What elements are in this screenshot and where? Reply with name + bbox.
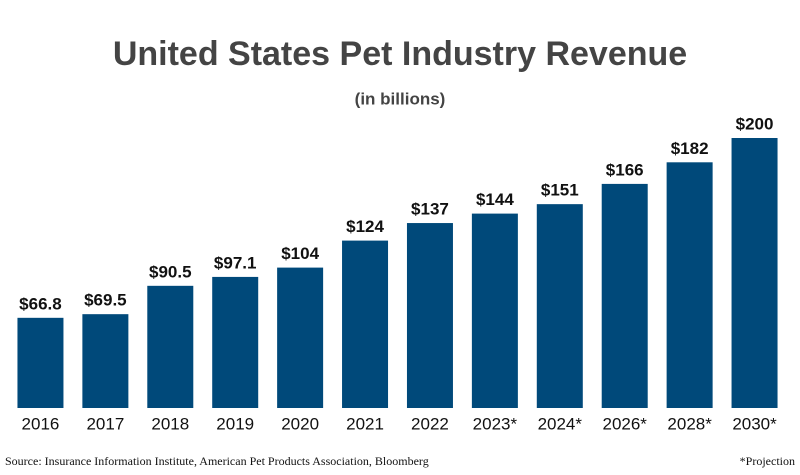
x-tick-label: 2030*: [732, 414, 777, 433]
chart-subtitle: (in billions): [355, 89, 446, 108]
projection-note: *Projection: [740, 454, 795, 468]
value-label: $151: [541, 181, 579, 200]
x-tick-label: 2028*: [667, 414, 712, 433]
value-label: $166: [606, 160, 644, 179]
value-label: $66.8: [19, 294, 62, 313]
x-tick-label: 2020: [281, 414, 319, 433]
bar: [17, 317, 64, 408]
bar: [536, 204, 583, 408]
bar: [471, 213, 518, 408]
value-label: $104: [281, 244, 319, 263]
value-label: $144: [476, 190, 514, 209]
value-label: $69.5: [84, 291, 127, 310]
bar: [731, 138, 778, 408]
value-label: $124: [346, 217, 384, 236]
x-tick-label: 2024*: [538, 414, 583, 433]
bar: [277, 267, 324, 408]
bar: [212, 276, 259, 408]
value-label: $90.5: [149, 262, 192, 281]
x-tick-label: 2017: [86, 414, 124, 433]
bar: [406, 223, 453, 408]
bar: [147, 285, 194, 408]
x-tick-label: 2016: [22, 414, 60, 433]
value-label: $97.1: [214, 253, 257, 272]
value-label: $182: [671, 139, 709, 158]
x-tick-label: 2019: [216, 414, 254, 433]
value-label: $137: [411, 200, 449, 219]
bar: [666, 162, 713, 408]
x-tick-label: 2018: [151, 414, 189, 433]
source-note: Source: Insurance Information Institute,…: [5, 454, 429, 468]
x-tick-label: 2026*: [602, 414, 647, 433]
bar: [82, 314, 129, 408]
x-tick-label: 2022: [411, 414, 449, 433]
x-tick-label: 2021: [346, 414, 384, 433]
bar: [601, 183, 648, 408]
x-tick-label: 2023*: [473, 414, 518, 433]
bar: [342, 240, 389, 408]
chart-title: United States Pet Industry Revenue: [113, 35, 687, 73]
value-label: $200: [736, 114, 774, 133]
